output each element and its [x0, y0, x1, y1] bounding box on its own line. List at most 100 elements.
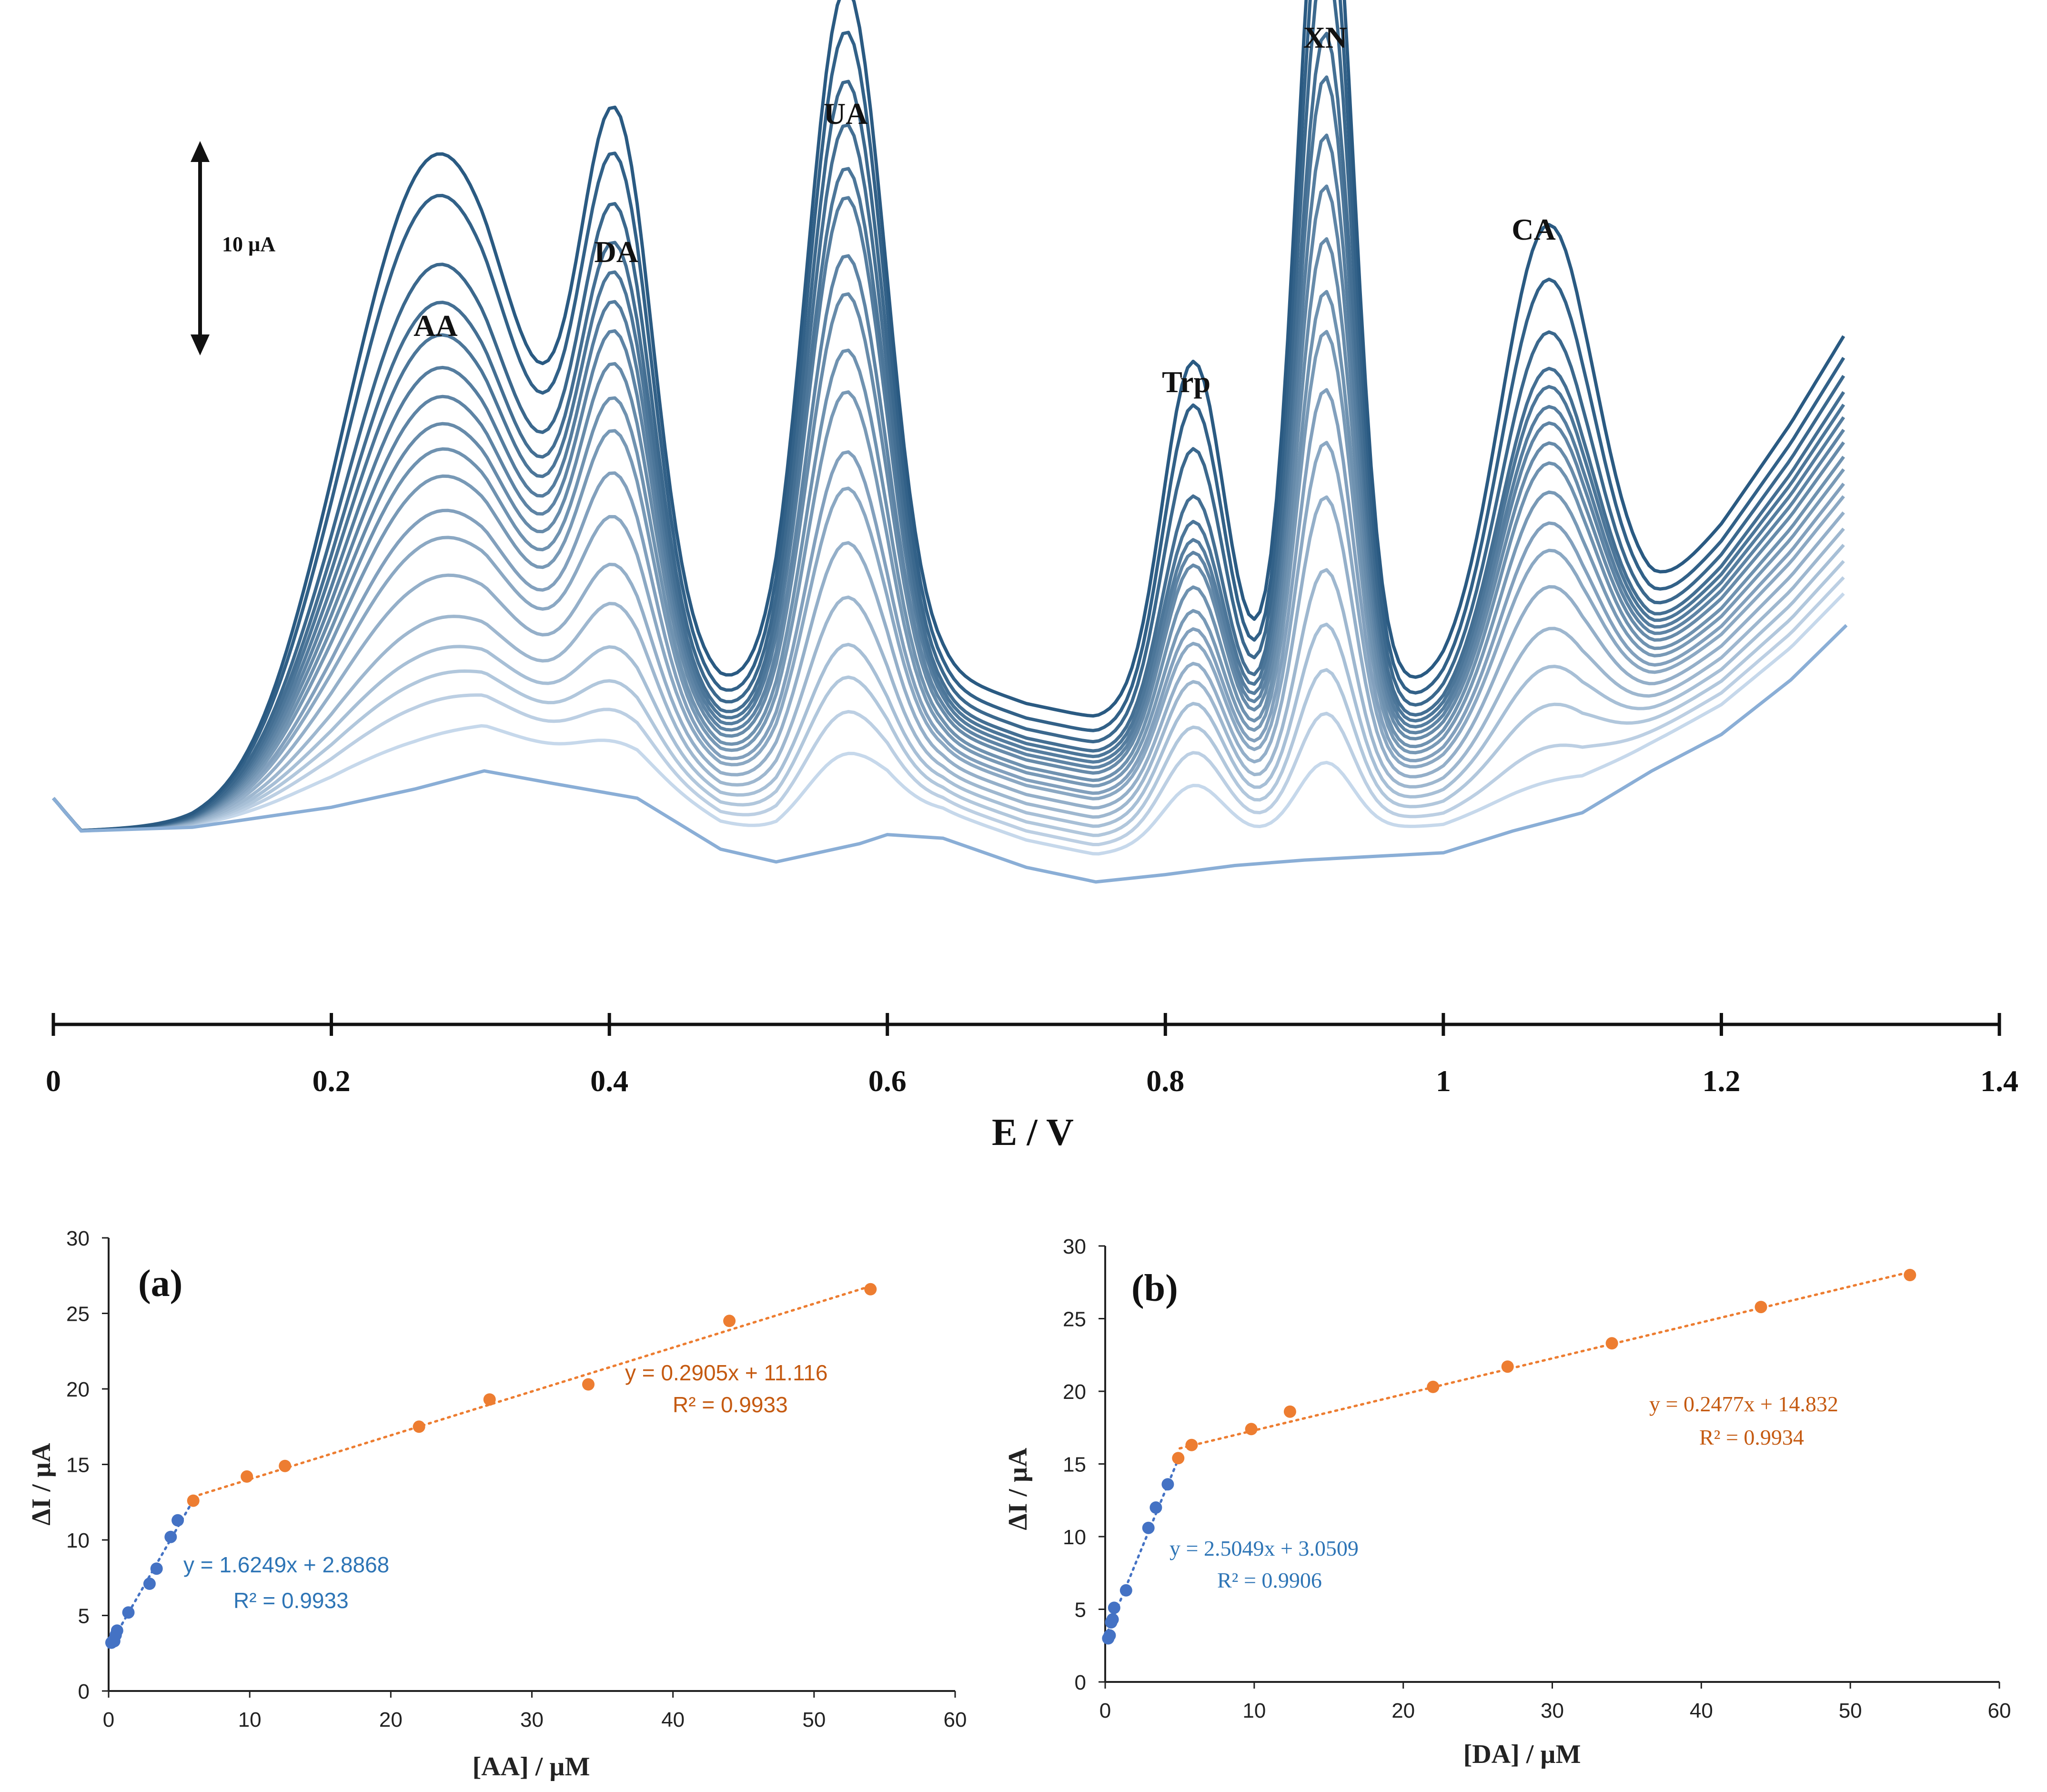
- a-x-tick-label: 40: [661, 1708, 685, 1731]
- b-y-tick-label: 10: [1063, 1526, 1086, 1549]
- b-data-point: [1427, 1380, 1440, 1393]
- b-x-tick-label: 50: [1839, 1699, 1862, 1722]
- panel-a-fit1-r2: R² = 0.9933: [233, 1588, 349, 1613]
- voltammogram-curve: [52, 527, 1845, 833]
- current-scale-bar: 10 µA: [191, 141, 275, 355]
- a-data-point: [582, 1378, 595, 1391]
- voltammogram-curve: [52, 31, 1845, 832]
- a-y-tick-label: 25: [66, 1303, 90, 1326]
- b-data-point: [1283, 1405, 1296, 1418]
- panel-b-fit1-equation: y = 2.5049x + 3.0509: [1170, 1536, 1359, 1560]
- panel-b-points: [1102, 1269, 1916, 1645]
- voltammogram-curve: [52, 0, 1845, 832]
- voltammogram-curve: [52, 237, 1845, 832]
- panel-a-label: (a): [138, 1263, 182, 1305]
- voltage-tick-label: 0.4: [590, 1064, 628, 1098]
- b-y-tick-label: 5: [1075, 1599, 1086, 1622]
- peak-label-ua: UA: [824, 97, 867, 131]
- panel-b-x-label: [DA] / µM: [1463, 1740, 1581, 1769]
- a-x-tick-label: 0: [103, 1708, 114, 1731]
- b-data-point: [1605, 1337, 1618, 1350]
- a-y-tick-label: 10: [66, 1529, 90, 1552]
- a-data-point: [164, 1530, 177, 1543]
- a-y-tick-label: 20: [66, 1378, 90, 1401]
- panel-b-fit2-r2: R² = 0.9934: [1699, 1425, 1804, 1449]
- a-x-tick-label: 30: [520, 1708, 544, 1731]
- panel-a-x-label: [AA] / µM: [473, 1752, 590, 1782]
- b-data-point: [1106, 1613, 1119, 1626]
- b-fit-line-2: [1178, 1271, 1911, 1450]
- b-data-point: [1103, 1629, 1116, 1642]
- a-data-point: [143, 1577, 156, 1590]
- a-data-point: [864, 1283, 877, 1296]
- b-x-tick-label: 10: [1242, 1699, 1266, 1722]
- a-x-tick-label: 60: [944, 1708, 967, 1731]
- peak-label-xn: XN: [1303, 20, 1347, 54]
- voltammogram-curve: [52, 441, 1845, 832]
- voltage-axis: 0 0.2 0.4 0.6 0.8 1 1.2 1.4: [46, 1013, 2018, 1098]
- b-y-tick-label: 20: [1063, 1380, 1086, 1404]
- a-data-point: [483, 1393, 496, 1406]
- voltammogram-curve: [52, 544, 1845, 833]
- voltammogram-curve: [52, 290, 1845, 832]
- a-y-tick-label: 0: [78, 1680, 90, 1703]
- voltammogram-curve: [52, 495, 1845, 833]
- voltammogram-curve: [52, 576, 1845, 846]
- b-x-tick-label: 30: [1541, 1699, 1564, 1722]
- b-data-point: [1119, 1584, 1132, 1597]
- voltage-tick-label: 1: [1436, 1064, 1451, 1098]
- b-y-tick-label: 0: [1075, 1671, 1086, 1694]
- panel-b-y-label: ΔI / µA: [1003, 1448, 1033, 1530]
- scale-bar-arrow-top: [191, 141, 210, 162]
- voltammogram-curve: [52, 0, 1845, 832]
- panel-a-axes: 0 10 20 30 40 50 60 0 5 10 15 20 25 30: [66, 1227, 967, 1731]
- voltage-tick-label: 0: [46, 1064, 61, 1098]
- voltammogram-curve: [52, 0, 1845, 832]
- a-y-tick-label: 15: [66, 1454, 90, 1477]
- scale-bar-arrow-bottom: [191, 334, 210, 355]
- a-fit-line-2: [192, 1285, 872, 1498]
- a-y-tick-label: 30: [66, 1227, 90, 1250]
- b-x-tick-label: 60: [1988, 1699, 2011, 1722]
- b-x-tick-label: 20: [1392, 1699, 1415, 1722]
- a-data-point: [413, 1420, 425, 1433]
- a-data-point: [150, 1562, 163, 1575]
- a-x-tick-label: 50: [802, 1708, 826, 1731]
- b-data-point: [1501, 1360, 1514, 1373]
- voltage-tick-label: 0.2: [313, 1064, 351, 1098]
- panel-a-points: [105, 1283, 877, 1649]
- b-data-point: [1185, 1438, 1198, 1451]
- peak-label-aa: AA: [413, 309, 457, 343]
- b-data-point: [1150, 1501, 1162, 1514]
- panel-b-fit2-equation: y = 0.2477x + 14.832: [1649, 1392, 1838, 1416]
- panel-a-y-label: ΔI / µA: [27, 1443, 56, 1526]
- a-data-point: [122, 1606, 135, 1619]
- peak-label-ca: CA: [1512, 213, 1555, 246]
- voltammogram-curve: [52, 388, 1845, 832]
- a-data-point: [171, 1514, 184, 1527]
- b-y-tick-label: 25: [1063, 1308, 1086, 1331]
- a-x-tick-label: 20: [379, 1708, 403, 1731]
- voltage-axis-label: E / V: [992, 1112, 1074, 1154]
- voltammogram-curve: [52, 75, 1845, 832]
- voltammogram-curve: [52, 133, 1845, 832]
- b-data-point: [1755, 1301, 1767, 1314]
- panel-b-fit1-r2: R² = 0.9906: [1217, 1568, 1322, 1592]
- voltage-tick-label: 0.8: [1146, 1064, 1184, 1098]
- voltammogram-chart: AA DA UA Trp XN CA 10 µA 0 0.2 0.4 0.6 0.8 1 1.2 1.4…: [46, 0, 2018, 1154]
- voltage-tick-label: 1.4: [1980, 1064, 2018, 1098]
- panel-a-fit2-equation: y = 0.2905x + 11.116: [625, 1360, 827, 1385]
- a-y-tick-label: 5: [78, 1605, 90, 1628]
- voltammogram-curve: [52, 184, 1845, 832]
- voltage-tick-label: 1.2: [1702, 1064, 1740, 1098]
- b-x-tick-label: 0: [1099, 1699, 1111, 1722]
- panel-b-axes: 0 10 20 30 40 50 60 0 5 10 15 20 25 30: [1063, 1235, 2011, 1722]
- a-data-point: [723, 1315, 736, 1327]
- panel-a-fit1-equation: y = 1.6249x + 2.8868: [183, 1552, 389, 1577]
- a-data-point: [111, 1624, 123, 1637]
- voltage-tick-label: 0.6: [868, 1064, 907, 1098]
- a-data-point: [187, 1494, 200, 1507]
- panel-a-fit-lines: [107, 1285, 872, 1649]
